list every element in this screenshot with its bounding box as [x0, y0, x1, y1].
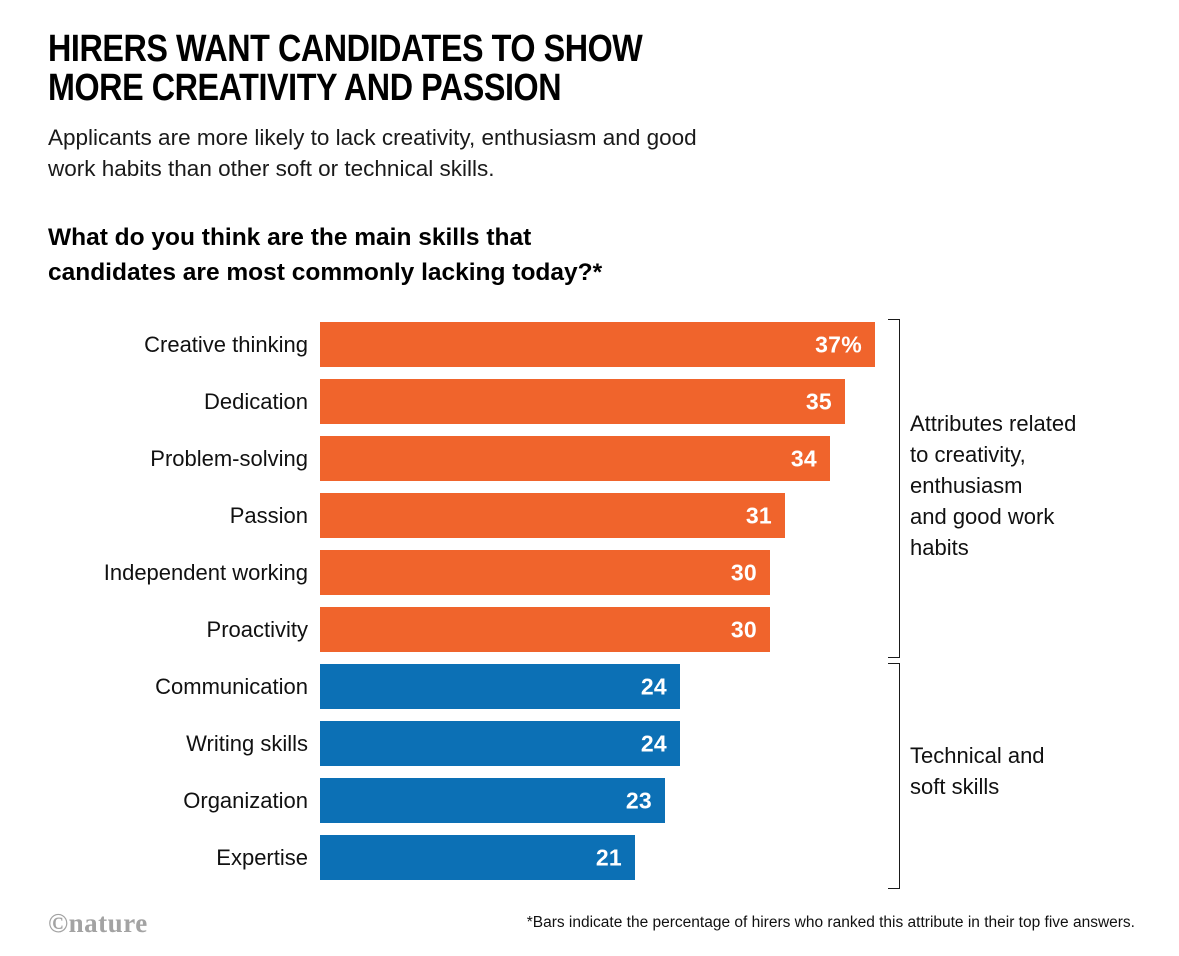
chart-question-heading: What do you think are the main skills th…: [48, 224, 603, 286]
bar: 30: [320, 607, 770, 652]
group-bracket-creativity: [888, 319, 900, 658]
bar: 21: [320, 835, 635, 880]
group-annotation-creativity: Attributes related to creativity, enthus…: [910, 411, 1077, 560]
bar: 37%: [320, 322, 875, 367]
bar-value-label: 24: [640, 673, 667, 699]
bar-category-label: Writing skills: [186, 730, 308, 756]
bar-row: Expertise 21: [48, 835, 875, 880]
bar-row: Organization 23: [48, 778, 875, 823]
bar-category-label: Creative thinking: [144, 331, 308, 357]
bar-value-label: 24: [640, 730, 667, 756]
page-title: HIRERS WANT CANDIDATES TO SHOW MORE CREA…: [48, 30, 972, 108]
bar-row: Communication 24: [48, 664, 875, 709]
bar-track: 21: [320, 835, 875, 880]
bar-track: 31: [320, 493, 875, 538]
group-annotation-technical: Technical and soft skills: [910, 743, 1045, 799]
bar-category-label: Proactivity: [206, 616, 308, 642]
header: HIRERS WANT CANDIDATES TO SHOW MORE CREA…: [0, 0, 1179, 290]
bar-category-label: Independent working: [103, 559, 308, 585]
bar-value-label: 34: [790, 445, 817, 471]
bar-chart: Creative thinking 37% Dedication 35 Problem-…: [48, 319, 1135, 894]
bar-rows: Creative thinking 37% Dedication 35 Problem-…: [48, 322, 875, 892]
subtitle: Applicants are more likely to lack creat…: [48, 125, 697, 181]
bar-track: 24: [320, 721, 875, 766]
bar-row: Creative thinking 37%: [48, 322, 875, 367]
bar: 24: [320, 721, 680, 766]
bar-category-label: Passion: [229, 502, 308, 528]
title-line-2: MORE CREATIVITY AND PASSION: [48, 67, 562, 109]
bar-track: 34: [320, 436, 875, 481]
bar-category-label: Dedication: [204, 388, 308, 414]
group-bracket-technical: [888, 663, 900, 889]
bar-row: Problem-solving 34: [48, 436, 875, 481]
bar: 31: [320, 493, 785, 538]
bar-value-label: 23: [625, 787, 652, 813]
bar-category-label: Organization: [183, 787, 308, 813]
bar-value-label: 30: [730, 616, 757, 642]
bar: 30: [320, 550, 770, 595]
bar-row: Dedication 35: [48, 379, 875, 424]
bar-category-label: Expertise: [216, 844, 308, 870]
bar: 24: [320, 664, 680, 709]
nature-logo: ©nature: [48, 908, 148, 938]
bar-track: 23: [320, 778, 875, 823]
bar-track: 30: [320, 550, 875, 595]
bar-row: Writing skills 24: [48, 721, 875, 766]
bar-category-label: Problem-solving: [150, 445, 308, 471]
bar-value-label: 35: [805, 388, 832, 414]
footnote: *Bars indicate the percentage of hirers …: [526, 914, 1135, 931]
bar-track: 30: [320, 607, 875, 652]
bar-row: Passion 31: [48, 493, 875, 538]
bar-row: Independent working 30: [48, 550, 875, 595]
bar-track: 24: [320, 664, 875, 709]
bar-value-label: 37%: [815, 331, 862, 357]
bar-track: 37%: [320, 322, 875, 367]
footer: ©nature *Bars indicate the percentage of…: [48, 908, 1135, 939]
bar-value-label: 31: [745, 502, 772, 528]
bar-value-label: 30: [730, 559, 757, 585]
bar-row: Proactivity 30: [48, 607, 875, 652]
title-line-1: HIRERS WANT CANDIDATES TO SHOW: [48, 28, 643, 70]
bar: 23: [320, 778, 665, 823]
bar-category-label: Communication: [155, 673, 308, 699]
bar: 34: [320, 436, 830, 481]
bar-track: 35: [320, 379, 875, 424]
bar-value-label: 21: [595, 844, 622, 870]
bar: 35: [320, 379, 845, 424]
